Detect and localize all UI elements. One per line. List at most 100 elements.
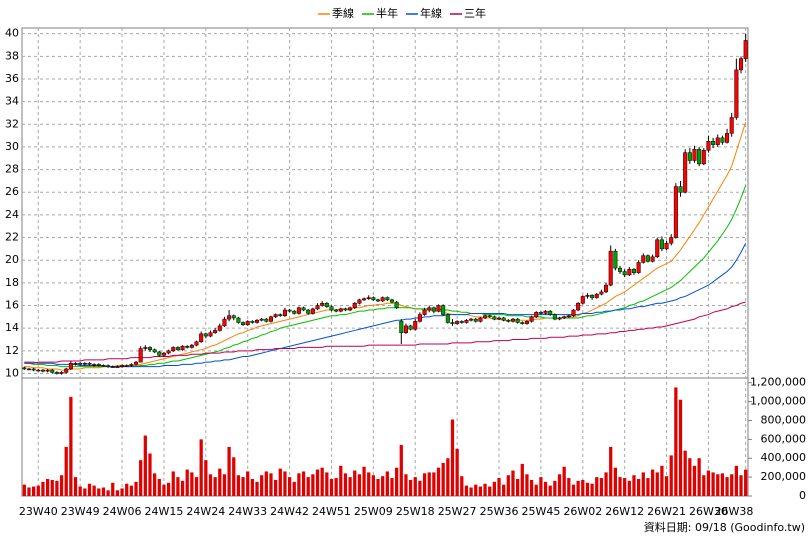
volume-bar bbox=[399, 445, 403, 496]
x-tick-label: 25W36 bbox=[480, 505, 519, 518]
volume-bar bbox=[180, 480, 185, 496]
candle-body bbox=[147, 347, 152, 350]
volume-bar bbox=[516, 479, 520, 496]
candle-body bbox=[45, 369, 50, 372]
candle-body bbox=[673, 186, 678, 238]
candle-body bbox=[571, 309, 576, 316]
volume-bar bbox=[557, 474, 562, 496]
volume-bar bbox=[367, 472, 371, 496]
x-tick-label: 25W09 bbox=[354, 505, 393, 518]
candle-body bbox=[380, 297, 385, 302]
x-tick-label: 24W06 bbox=[103, 505, 142, 518]
candle-body bbox=[129, 364, 134, 366]
volume-bar bbox=[711, 472, 715, 496]
volume-bar bbox=[595, 477, 599, 496]
y-tick-label: 34 bbox=[5, 95, 19, 108]
candle-body bbox=[436, 305, 441, 312]
candle-body bbox=[334, 309, 339, 312]
candle-body bbox=[292, 310, 297, 314]
y-tick-label: 28 bbox=[5, 163, 19, 176]
volume-bar bbox=[101, 487, 106, 496]
volume-bar bbox=[404, 474, 408, 496]
candle-body bbox=[455, 321, 460, 324]
volume-bar bbox=[306, 477, 310, 496]
candle-body bbox=[497, 317, 502, 320]
volume-bar bbox=[320, 467, 324, 496]
volume-bar bbox=[408, 479, 413, 496]
candle-body bbox=[255, 319, 260, 323]
candle-body bbox=[101, 365, 106, 367]
candle-body bbox=[185, 346, 190, 348]
volume-bar bbox=[148, 453, 152, 496]
candle-body bbox=[385, 297, 390, 301]
volume-bar bbox=[106, 490, 110, 496]
volume-bar bbox=[134, 481, 138, 496]
volume-bar bbox=[353, 470, 357, 496]
candle-body bbox=[413, 321, 418, 330]
y-tick-label: 10 bbox=[5, 366, 19, 379]
volume-bar bbox=[329, 479, 334, 496]
volume-bar bbox=[688, 458, 692, 496]
volume-bar bbox=[171, 471, 175, 496]
volume-bar bbox=[739, 475, 743, 496]
y-tick-label: 30 bbox=[5, 140, 19, 153]
volume-bar bbox=[571, 484, 576, 496]
candle-body bbox=[641, 255, 646, 263]
candle-body bbox=[73, 363, 78, 365]
y-tick-label: 12 bbox=[5, 344, 19, 357]
volume-bar bbox=[683, 450, 687, 496]
volume-bar bbox=[260, 475, 264, 496]
candle-body bbox=[715, 137, 720, 145]
volume-bar bbox=[50, 479, 54, 496]
volume-bar bbox=[143, 435, 147, 496]
volume-bar bbox=[623, 478, 627, 496]
candle-body bbox=[59, 372, 64, 374]
volume-bar bbox=[343, 473, 348, 496]
y-tick-label: 24 bbox=[5, 208, 19, 221]
candle-body bbox=[78, 363, 83, 365]
volume-bar bbox=[543, 481, 548, 496]
candle-body bbox=[408, 325, 413, 330]
ma-line bbox=[24, 185, 747, 368]
volume-bar bbox=[488, 486, 492, 496]
volume-bar bbox=[497, 478, 501, 496]
volume-bar bbox=[506, 475, 510, 496]
candle-body bbox=[194, 341, 199, 346]
legend-label: 三年 bbox=[464, 6, 486, 20]
candle-body bbox=[627, 269, 632, 276]
candle-body bbox=[725, 133, 730, 143]
candle-body bbox=[483, 315, 488, 319]
volume-bar bbox=[455, 448, 459, 496]
candle-body bbox=[138, 348, 143, 363]
candle-body bbox=[320, 302, 325, 306]
volume-bar bbox=[618, 477, 622, 496]
candle-body bbox=[538, 312, 543, 314]
candle-body bbox=[143, 347, 148, 349]
candle-body bbox=[26, 368, 31, 371]
x-tick-label: 26W38 bbox=[715, 505, 754, 518]
volume-bar bbox=[581, 479, 585, 496]
volume-bar bbox=[36, 485, 40, 496]
volume-bar bbox=[502, 484, 506, 496]
candle-body bbox=[217, 325, 222, 331]
volume-bar bbox=[674, 387, 678, 496]
y2-tick-label: 1,000,000 bbox=[750, 395, 806, 408]
candle-body bbox=[106, 365, 111, 367]
candle-body bbox=[161, 352, 166, 356]
volume-bar bbox=[641, 472, 645, 496]
candle-body bbox=[599, 291, 604, 295]
candle-body bbox=[664, 242, 669, 250]
volume-bar bbox=[129, 485, 133, 496]
volume-bar bbox=[590, 483, 594, 496]
candle-body bbox=[189, 344, 194, 348]
volume-bar bbox=[199, 439, 203, 496]
candle-body bbox=[352, 302, 357, 309]
candle-body bbox=[124, 365, 129, 367]
candle-body bbox=[403, 325, 408, 333]
volume-panel bbox=[21, 377, 749, 497]
candle-body bbox=[618, 267, 623, 272]
volume-bar bbox=[427, 472, 431, 496]
candle-body bbox=[222, 318, 227, 327]
x-tick-label: 26W12 bbox=[605, 505, 644, 518]
volume-bar bbox=[725, 477, 729, 496]
